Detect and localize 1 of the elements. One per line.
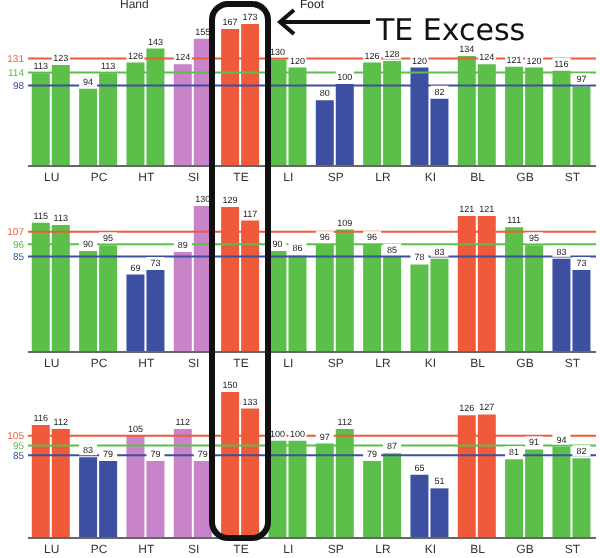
annotation: TE Excess [376, 12, 526, 48]
